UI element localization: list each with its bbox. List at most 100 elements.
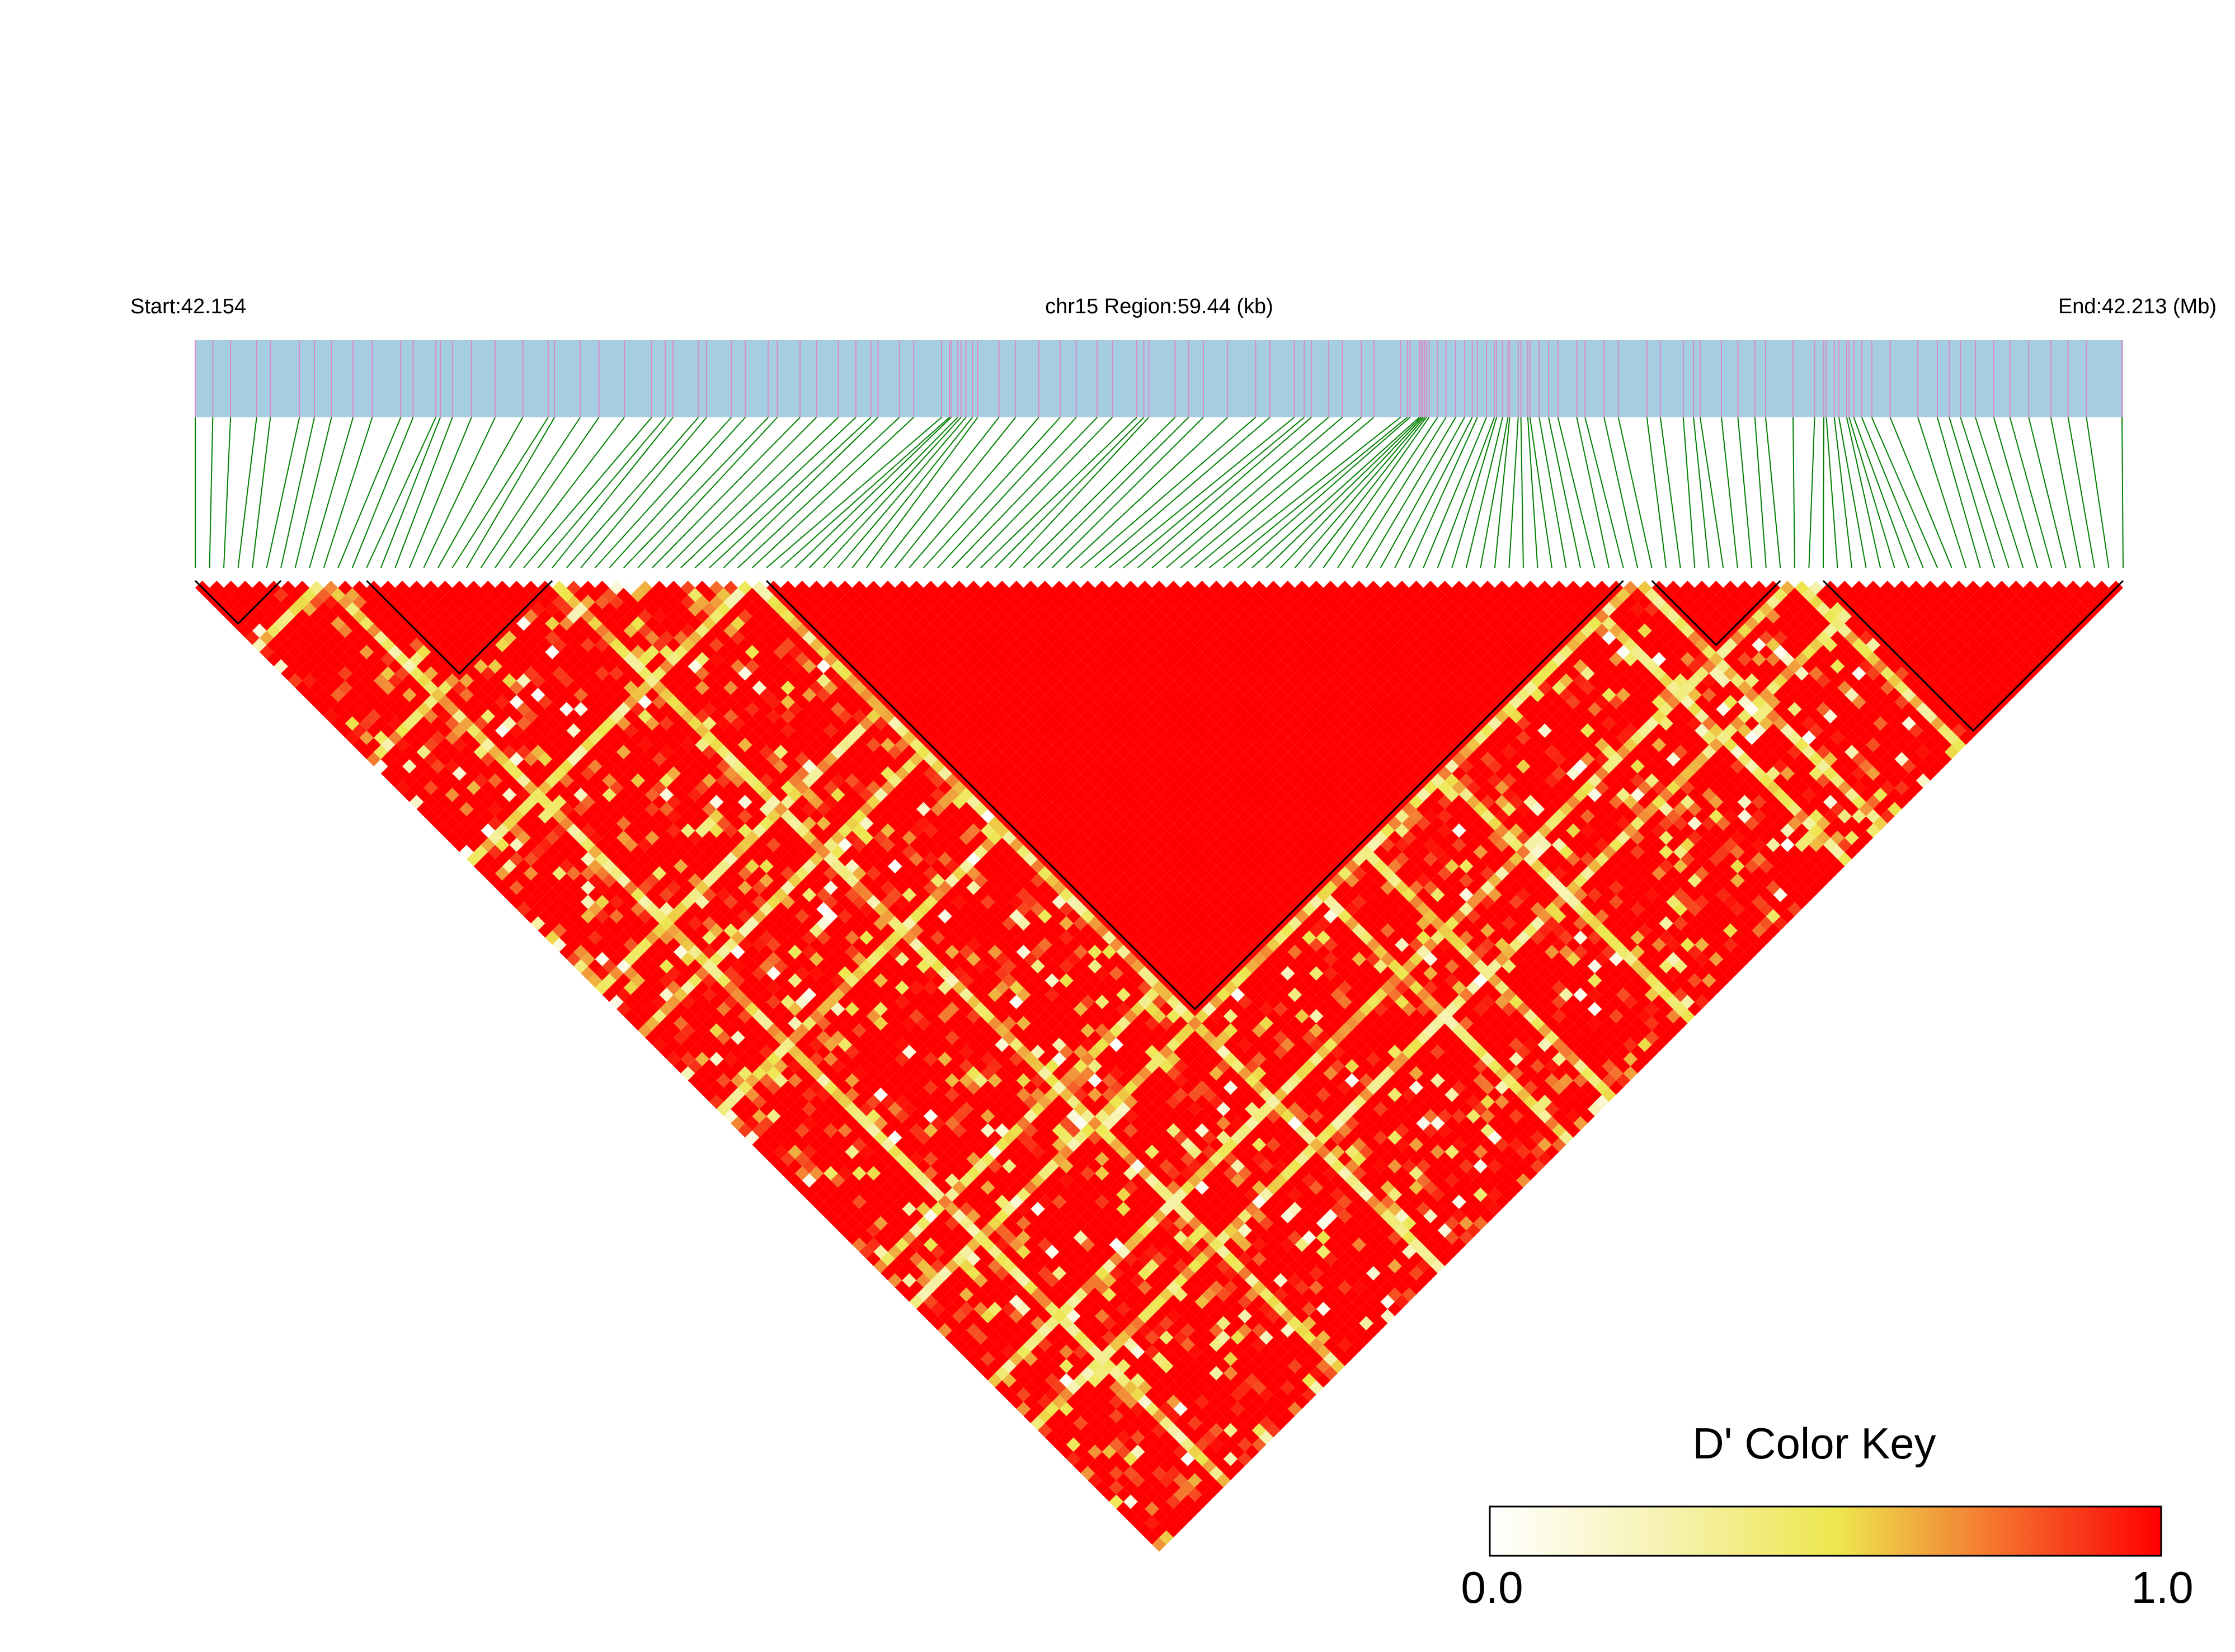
ld-cell: [1259, 1416, 1274, 1430]
ld-cell: [1044, 1187, 1060, 1202]
ld-cell: [1188, 1487, 1202, 1502]
ld-cell: [731, 1059, 745, 1074]
ld-cell: [466, 709, 481, 724]
ld-cell: [952, 1323, 967, 1338]
ld-cell: [359, 731, 374, 745]
ld-cell: [702, 1002, 717, 1016]
ld-cell: [788, 1044, 802, 1060]
ld-cell: [473, 616, 488, 631]
ld-cell: [1137, 1466, 1152, 1481]
ld-cell: [437, 581, 453, 595]
snp-connector: [437, 417, 524, 568]
ld-cell: [530, 702, 545, 717]
ld-cell: [617, 845, 631, 859]
ld-cell: [1038, 1323, 1052, 1338]
ld-cell: [987, 1316, 1003, 1331]
ld-cell: [1031, 1159, 1045, 1174]
ld-cell: [630, 1016, 646, 1031]
ld-cell: [752, 909, 767, 924]
ld-cell: [259, 616, 274, 631]
snp-connector: [2009, 417, 2053, 568]
ld-cell: [1016, 1287, 1031, 1302]
ld-cell: [587, 916, 603, 931]
ld-cell: [488, 745, 502, 760]
ld-cell: [388, 731, 403, 745]
ld-cell: [723, 1023, 738, 1038]
ld-cell: [759, 1073, 774, 1088]
ld-cell: [617, 987, 631, 1003]
ld-cell: [995, 1166, 1009, 1181]
ld-cell: [538, 837, 553, 852]
snp-connector: [1825, 417, 1838, 568]
ld-cell: [923, 1123, 938, 1138]
ld-cell: [595, 780, 610, 795]
ld-cell: [666, 809, 681, 823]
ld-cell: [731, 959, 745, 973]
ld-cell: [1102, 1373, 1117, 1388]
ld-cell: [352, 581, 367, 595]
ld-cell: [795, 952, 810, 967]
ld-cell: [1059, 1444, 1074, 1459]
ld-cell: [837, 1166, 853, 1181]
ld-cell: [416, 673, 431, 688]
ld-cell: [459, 731, 474, 745]
ld-cell: [659, 1044, 674, 1060]
ld-cell: [1166, 1309, 1181, 1324]
ld-cell: [980, 1209, 995, 1223]
ld-cell: [723, 866, 738, 881]
ld-cell: [809, 1037, 824, 1052]
ld-cell: [1002, 1359, 1017, 1373]
ld-cell: [1038, 1409, 1052, 1424]
ld-cell: [709, 866, 724, 881]
ld-cell: [395, 780, 410, 795]
ld-cell: [1088, 1373, 1102, 1388]
ld-cell: [688, 944, 703, 959]
ld-cell: [559, 902, 574, 916]
ld-cell: [1031, 1387, 1045, 1402]
ld-cell: [1073, 1244, 1088, 1259]
ld-cell: [952, 1251, 967, 1267]
ld-cell: [895, 1280, 910, 1295]
ld-cell: [845, 1044, 859, 1060]
ld-cell: [530, 902, 545, 916]
ld-cell: [659, 973, 674, 988]
ld-cell: [602, 731, 617, 745]
ld-cell: [1080, 1295, 1095, 1309]
ld-cell: [909, 1295, 924, 1309]
ld-cell: [709, 837, 724, 852]
ld-cell: [674, 944, 688, 959]
ld-cell: [538, 680, 553, 695]
ld-cell: [916, 1116, 931, 1131]
ld-cell: [566, 809, 581, 823]
ld-cell: [288, 659, 303, 674]
ld-cell: [559, 773, 574, 788]
ld-cell: [1038, 1423, 1052, 1438]
ld-cell: [788, 1002, 802, 1016]
ld-cell: [959, 1230, 974, 1245]
ld-cell: [881, 1123, 895, 1138]
ld-cell: [688, 1016, 703, 1031]
ld-cell: [581, 851, 595, 867]
ld-cell: [1145, 1458, 1159, 1474]
ld-cell: [688, 959, 703, 973]
ld-cell: [1102, 1316, 1117, 1331]
ld-cell: [538, 851, 553, 867]
ld-cell: [530, 887, 545, 902]
ld-cell: [816, 973, 831, 988]
ld-cell: [959, 1259, 974, 1274]
ld-cell: [930, 1073, 945, 1088]
ld-cell: [659, 944, 674, 959]
ld-cell: [545, 916, 559, 931]
ld-cell: [1016, 1230, 1031, 1245]
ld-cell: [816, 1002, 831, 1016]
ld-cell: [916, 1287, 931, 1302]
ld-cell: [1173, 1330, 1188, 1345]
ld-cell: [773, 1102, 788, 1117]
ld-cell: [573, 773, 588, 788]
ld-cell: [1102, 1259, 1117, 1274]
ld-cell: [1088, 1401, 1102, 1416]
ld-cell: [1016, 1244, 1031, 1259]
ld-cell: [888, 1187, 902, 1202]
ld-cell: [1023, 1251, 1038, 1267]
ld-cell: [752, 938, 767, 952]
